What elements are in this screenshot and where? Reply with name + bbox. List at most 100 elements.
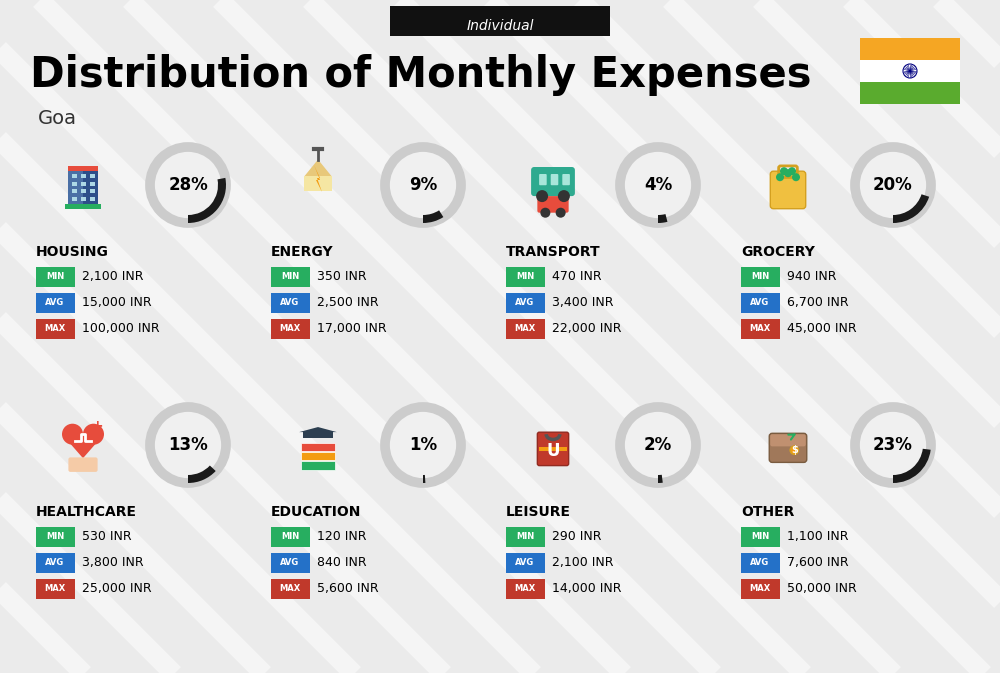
Polygon shape (304, 160, 332, 176)
Text: MAX: MAX (279, 324, 301, 333)
Text: 1,100 INR: 1,100 INR (787, 530, 848, 543)
Text: 100,000 INR: 100,000 INR (82, 322, 160, 335)
FancyBboxPatch shape (270, 526, 310, 546)
Text: 4%: 4% (644, 176, 672, 194)
Text: MAX: MAX (514, 584, 536, 593)
FancyBboxPatch shape (740, 318, 780, 339)
Circle shape (792, 173, 800, 181)
Circle shape (780, 167, 788, 175)
FancyBboxPatch shape (506, 553, 544, 573)
Text: 9%: 9% (409, 176, 437, 194)
Text: HEALTHCARE: HEALTHCARE (36, 505, 137, 519)
FancyBboxPatch shape (537, 196, 569, 213)
Circle shape (556, 208, 566, 217)
FancyBboxPatch shape (36, 267, 74, 287)
FancyBboxPatch shape (90, 197, 95, 201)
Text: HOUSING: HOUSING (36, 245, 109, 259)
FancyBboxPatch shape (90, 174, 95, 178)
Text: U: U (546, 442, 560, 460)
FancyBboxPatch shape (90, 182, 95, 186)
Wedge shape (423, 211, 443, 223)
Circle shape (788, 167, 796, 175)
FancyBboxPatch shape (72, 189, 77, 193)
FancyBboxPatch shape (68, 458, 98, 472)
FancyBboxPatch shape (270, 579, 310, 598)
Text: AVG: AVG (750, 298, 770, 307)
Text: 940 INR: 940 INR (787, 270, 836, 283)
FancyBboxPatch shape (740, 293, 780, 312)
FancyBboxPatch shape (68, 166, 98, 171)
FancyBboxPatch shape (860, 60, 960, 82)
Wedge shape (658, 214, 667, 223)
Text: 6,700 INR: 6,700 INR (787, 296, 849, 309)
FancyBboxPatch shape (301, 462, 335, 470)
Circle shape (83, 424, 104, 445)
FancyBboxPatch shape (769, 433, 807, 462)
Circle shape (536, 190, 548, 202)
Polygon shape (299, 427, 337, 432)
Text: 3,800 INR: 3,800 INR (82, 556, 144, 569)
FancyBboxPatch shape (301, 443, 335, 451)
FancyBboxPatch shape (539, 448, 567, 451)
Text: 2,100 INR: 2,100 INR (552, 556, 614, 569)
Text: 2%: 2% (644, 436, 672, 454)
Text: 2,500 INR: 2,500 INR (317, 296, 379, 309)
Text: 530 INR: 530 INR (82, 530, 132, 543)
FancyBboxPatch shape (36, 293, 74, 312)
FancyBboxPatch shape (304, 176, 332, 191)
Circle shape (790, 446, 798, 454)
Circle shape (558, 190, 570, 202)
FancyBboxPatch shape (506, 267, 544, 287)
FancyBboxPatch shape (36, 318, 74, 339)
Text: 290 INR: 290 INR (552, 530, 602, 543)
Text: 45,000 INR: 45,000 INR (787, 322, 857, 335)
Text: 350 INR: 350 INR (317, 270, 367, 283)
Text: 5,600 INR: 5,600 INR (317, 582, 379, 595)
Circle shape (150, 147, 226, 223)
Text: MAX: MAX (749, 584, 771, 593)
Circle shape (385, 147, 461, 223)
FancyBboxPatch shape (72, 174, 77, 178)
Text: Individual: Individual (466, 19, 534, 33)
Text: OTHER: OTHER (741, 505, 794, 519)
Text: +: + (92, 419, 104, 433)
FancyBboxPatch shape (81, 182, 86, 186)
FancyBboxPatch shape (270, 293, 310, 312)
Text: 840 INR: 840 INR (317, 556, 367, 569)
Text: MIN: MIN (281, 272, 299, 281)
FancyBboxPatch shape (81, 174, 86, 178)
Text: AVG: AVG (750, 558, 770, 567)
FancyBboxPatch shape (81, 197, 86, 201)
FancyBboxPatch shape (539, 174, 547, 185)
Text: 15,000 INR: 15,000 INR (82, 296, 152, 309)
Text: 13%: 13% (168, 436, 208, 454)
Wedge shape (658, 474, 663, 483)
FancyBboxPatch shape (36, 579, 74, 598)
Wedge shape (423, 475, 425, 483)
FancyBboxPatch shape (506, 318, 544, 339)
Circle shape (855, 147, 931, 223)
Text: 28%: 28% (168, 176, 208, 194)
Text: AVG: AVG (515, 558, 535, 567)
Text: MIN: MIN (46, 272, 64, 281)
Circle shape (620, 407, 696, 483)
FancyBboxPatch shape (270, 318, 310, 339)
Wedge shape (893, 194, 929, 223)
Text: MIN: MIN (751, 272, 769, 281)
Text: MAX: MAX (749, 324, 771, 333)
Text: 20%: 20% (873, 176, 913, 194)
FancyBboxPatch shape (36, 526, 74, 546)
Text: 3,400 INR: 3,400 INR (552, 296, 614, 309)
Text: AVG: AVG (45, 298, 65, 307)
Text: 17,000 INR: 17,000 INR (317, 322, 387, 335)
Text: AVG: AVG (280, 298, 300, 307)
FancyBboxPatch shape (740, 553, 780, 573)
Circle shape (150, 407, 226, 483)
Text: 23%: 23% (873, 436, 913, 454)
Text: 22,000 INR: 22,000 INR (552, 322, 622, 335)
Text: MAX: MAX (279, 584, 301, 593)
FancyBboxPatch shape (740, 526, 780, 546)
FancyBboxPatch shape (531, 167, 575, 196)
Text: MAX: MAX (44, 584, 66, 593)
Text: 14,000 INR: 14,000 INR (552, 582, 622, 595)
